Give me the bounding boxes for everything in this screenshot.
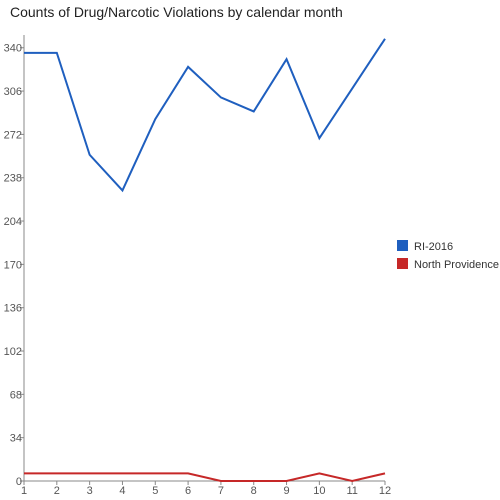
y-tick-label: 102 <box>4 346 22 358</box>
legend: RI-2016 North Providence <box>397 240 499 271</box>
x-ticks: 1 2 3 4 5 6 7 8 9 10 11 12 <box>21 481 391 497</box>
y-tick-label: 238 <box>4 173 22 185</box>
axes <box>23 35 385 482</box>
x-tick-label: 9 <box>283 485 289 497</box>
legend-swatch <box>397 240 408 251</box>
x-tick-label: 5 <box>152 485 158 497</box>
x-tick-label: 3 <box>87 485 93 497</box>
series-line-north-providence <box>24 472 386 483</box>
x-tick-label: 6 <box>185 485 191 497</box>
y-tick-label: 34 <box>10 433 22 445</box>
y-ticks: 0 34 68 102 136 170 204 238 272 306 340 <box>4 43 24 488</box>
y-tick-label: 340 <box>4 43 22 55</box>
chart-title: Counts of Drug/Narcotic Violations by ca… <box>10 4 343 20</box>
x-tick-label: 11 <box>346 485 357 497</box>
y-tick-label: 306 <box>4 86 22 98</box>
x-tick-label: 4 <box>119 485 125 497</box>
x-tick-label: 8 <box>251 485 257 497</box>
y-tick-label: 170 <box>4 259 22 271</box>
y-tick-label: 136 <box>4 303 22 315</box>
legend-label: North Providence <box>414 259 499 271</box>
series-line-ri-2016 <box>24 38 386 193</box>
series-lines <box>24 38 386 483</box>
legend-label: RI-2016 <box>414 241 453 253</box>
legend-swatch <box>397 258 408 269</box>
x-tick-label: 1 <box>21 485 27 497</box>
x-tick-label: 12 <box>379 485 391 497</box>
y-tick-label: 68 <box>10 389 22 401</box>
y-tick-label: 272 <box>4 129 22 141</box>
y-tick-label: 204 <box>4 216 22 228</box>
x-tick-label: 7 <box>218 485 224 497</box>
x-tick-label: 10 <box>313 485 325 497</box>
y-tick-label: 0 <box>16 476 22 488</box>
x-tick-label: 2 <box>54 485 60 497</box>
